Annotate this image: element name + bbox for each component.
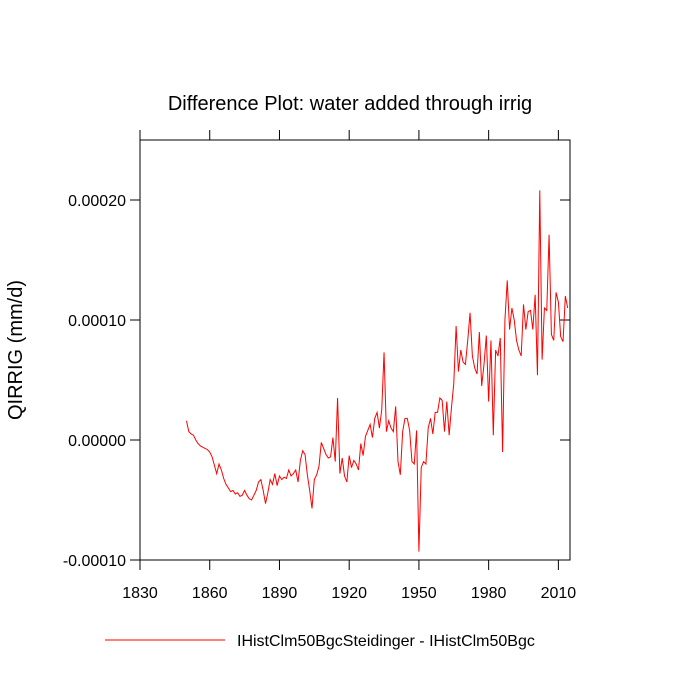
y-tick-label: 0.00010 [68, 313, 126, 330]
x-tick-label: 1860 [192, 585, 228, 602]
legend-label: IHistClm50BgcSteidinger - IHistClm50Bgc [237, 633, 535, 650]
y-axis-label: QIRRIG (mm/d) [5, 280, 27, 420]
data-line [186, 190, 569, 552]
y-tick-label: 0.00020 [68, 193, 126, 210]
x-tick-label: 1890 [262, 585, 298, 602]
y-tick-label: 0.00000 [68, 433, 126, 450]
x-tick-label: 1950 [401, 585, 437, 602]
chart-title: Difference Plot: water added through irr… [168, 93, 532, 115]
y-tick-label: -0.00010 [63, 553, 126, 570]
plot-frame [139, 139, 571, 561]
x-tick-label: 1920 [331, 585, 367, 602]
x-tick-label: 1830 [122, 585, 158, 602]
x-tick-label: 2010 [541, 585, 577, 602]
x-tick-label: 1980 [471, 585, 507, 602]
